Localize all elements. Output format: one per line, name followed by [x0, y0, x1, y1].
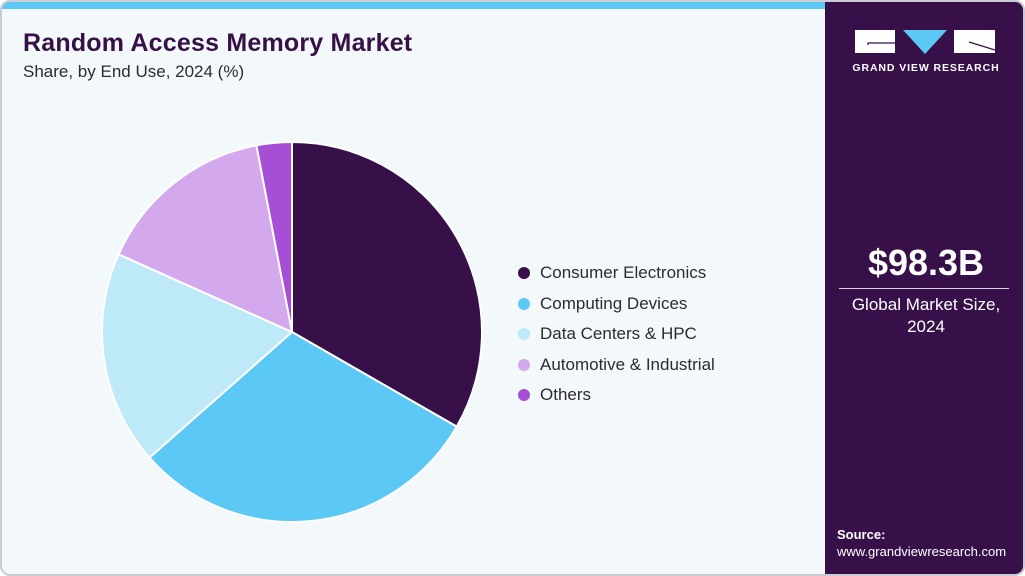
- chart-legend: Consumer Electronics Computing Devices D…: [518, 258, 715, 411]
- divider: [839, 288, 1009, 289]
- market-size-label: Global Market Size, 2024: [825, 294, 1023, 338]
- chart-subtitle: Share, by End Use, 2024 (%): [23, 62, 245, 81]
- chart-title: Random Access Memory Market: [23, 29, 413, 57]
- pie-chart: [97, 137, 487, 527]
- legend-item: Others: [518, 380, 715, 411]
- legend-label: Computing Devices: [540, 293, 688, 313]
- pie-slice-consumer-electronics: [291, 140, 483, 429]
- legend-label: Consumer Electronics: [540, 263, 707, 283]
- source-link[interactable]: www.grandviewresearch.com: [837, 544, 1007, 559]
- legend-swatch: [518, 267, 530, 280]
- pie-svg: [101, 140, 483, 523]
- pie-slice-data-centers-hpc: [101, 253, 294, 460]
- legend-label: Automotive & Industrial: [540, 354, 715, 374]
- legend-swatch: [518, 328, 530, 341]
- legend-item: Data Centers & HPC: [518, 319, 715, 350]
- legend-swatch: [518, 297, 530, 310]
- source-label: Source:: [837, 527, 886, 542]
- legend-item: Computing Devices: [518, 289, 715, 320]
- legend-swatch: [518, 389, 530, 402]
- legend-item: Automotive & Industrial: [518, 350, 715, 381]
- market-size-label-line1: Global Market Size,: [851, 295, 1001, 314]
- pie-slice-others: [255, 140, 293, 333]
- brand-name: GRAND VIEW RESEARCH: [852, 62, 1000, 74]
- accent-stripe: [2, 2, 825, 9]
- market-size-value: $98.3B: [867, 242, 985, 283]
- legend-swatch: [518, 358, 530, 371]
- legend-label: Others: [540, 385, 592, 405]
- grand-view-research-logo-icon: [855, 30, 996, 54]
- pie-slice-automotive-industrial: [117, 144, 294, 334]
- summary-panel: GRAND VIEW RESEARCH $98.3B Global Market…: [825, 2, 1023, 574]
- market-size-label-line2: 2024: [907, 317, 945, 336]
- pie-slice-computing-devices: [148, 330, 459, 523]
- legend-label: Data Centers & HPC: [540, 324, 697, 344]
- legend-item: Consumer Electronics: [518, 258, 715, 289]
